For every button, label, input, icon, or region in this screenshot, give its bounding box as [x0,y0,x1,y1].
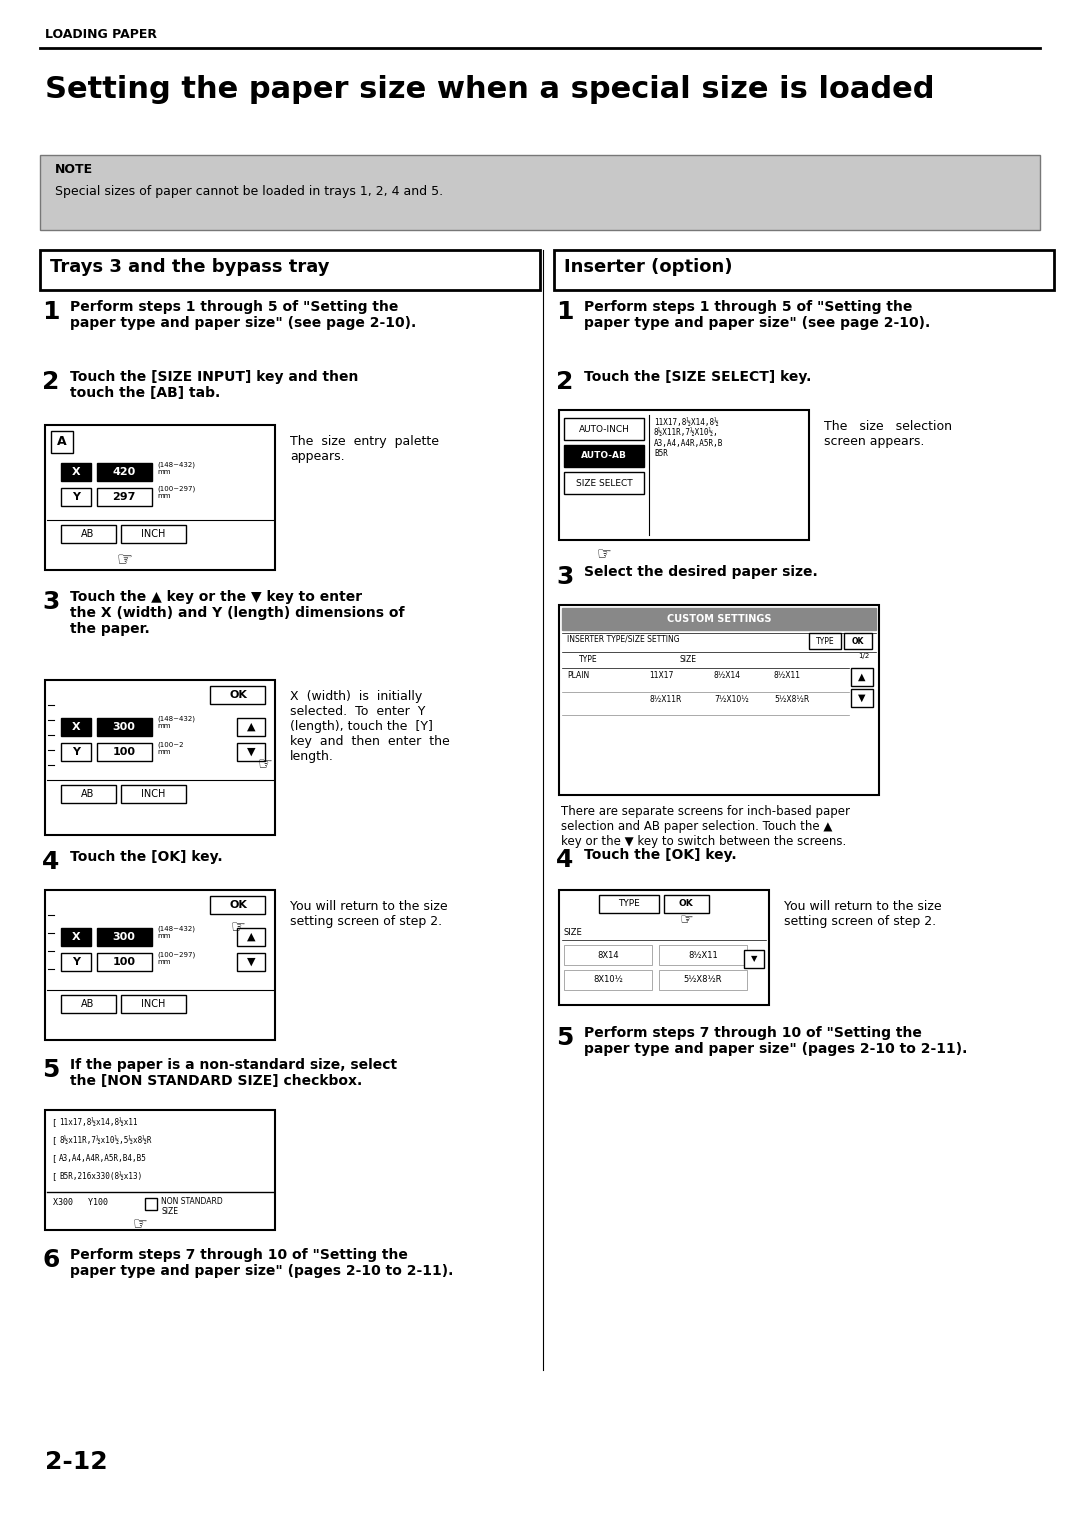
FancyBboxPatch shape [97,718,152,736]
FancyBboxPatch shape [237,927,265,946]
FancyBboxPatch shape [60,718,91,736]
Text: 8½X11: 8½X11 [774,671,801,680]
FancyBboxPatch shape [559,410,809,539]
Text: Touch the [SIZE SELECT] key.: Touch the [SIZE SELECT] key. [584,370,811,384]
Text: 5½X8½R: 5½X8½R [684,975,723,984]
Text: 8X10½: 8X10½ [593,975,623,984]
FancyBboxPatch shape [145,1198,157,1210]
FancyBboxPatch shape [659,970,747,990]
Text: 100: 100 [112,747,135,756]
Text: INCH: INCH [140,529,165,539]
Text: SIZE SELECT: SIZE SELECT [576,478,632,487]
Text: 300: 300 [112,932,135,941]
Text: 1: 1 [556,299,573,324]
FancyBboxPatch shape [210,895,265,914]
Text: X300   Y100: X300 Y100 [53,1198,108,1207]
FancyBboxPatch shape [744,950,764,969]
FancyBboxPatch shape [237,718,265,736]
Text: Touch the [SIZE INPUT] key and then
touch the [AB] tab.: Touch the [SIZE INPUT] key and then touc… [70,370,359,400]
FancyBboxPatch shape [809,633,841,649]
Text: 1/2: 1/2 [859,652,869,659]
FancyBboxPatch shape [97,463,152,481]
Text: NON STANDARD
SIZE: NON STANDARD SIZE [161,1196,222,1216]
Text: AUTO-AB: AUTO-AB [581,451,626,460]
Text: ▼: ▼ [859,694,866,703]
Text: 11X17: 11X17 [649,671,673,680]
Text: A: A [57,435,67,448]
Text: AB: AB [81,529,95,539]
Text: A3,A4,A4R,A5R,B4,B5: A3,A4,A4R,A5R,B4,B5 [59,1154,147,1163]
Text: AB: AB [81,788,95,799]
Text: Perform steps 1 through 5 of "Setting the
paper type and paper size" (see page 2: Perform steps 1 through 5 of "Setting th… [584,299,930,330]
FancyBboxPatch shape [851,668,873,686]
FancyBboxPatch shape [40,154,1040,231]
FancyBboxPatch shape [210,686,265,704]
FancyBboxPatch shape [40,251,540,290]
FancyBboxPatch shape [599,895,659,914]
FancyBboxPatch shape [51,431,73,452]
Text: SIZE: SIZE [679,656,696,665]
Text: 6: 6 [42,1248,59,1271]
FancyBboxPatch shape [60,526,116,542]
Text: ☞: ☞ [117,550,133,568]
Text: [: [ [51,1154,56,1163]
Text: 297: 297 [112,492,136,503]
FancyBboxPatch shape [121,785,186,804]
Text: 5½X8½R: 5½X8½R [774,695,809,704]
FancyBboxPatch shape [97,953,152,970]
Text: [: [ [51,1172,56,1181]
FancyBboxPatch shape [60,995,116,1013]
Text: (100~2
mm: (100~2 mm [157,741,184,755]
Text: 5: 5 [556,1025,573,1050]
Text: ☞: ☞ [133,1215,148,1233]
Text: OK: OK [229,900,247,911]
FancyBboxPatch shape [60,785,116,804]
Text: 1: 1 [42,299,59,324]
Text: 3: 3 [556,565,573,588]
Text: 2: 2 [556,370,573,394]
Text: [: [ [51,1135,56,1144]
Text: NOTE: NOTE [55,163,93,176]
FancyBboxPatch shape [97,743,152,761]
Text: (100~297)
mm: (100~297) mm [157,950,195,964]
Text: CUSTOM SETTINGS: CUSTOM SETTINGS [666,614,771,623]
Text: TYPE: TYPE [579,656,597,665]
FancyBboxPatch shape [60,927,91,946]
Text: (148~432)
mm: (148~432) mm [157,717,195,729]
FancyBboxPatch shape [554,251,1054,290]
Text: ▲: ▲ [246,932,255,941]
Text: (100~297)
mm: (100~297) mm [157,486,195,500]
Text: AUTO-INCH: AUTO-INCH [579,425,630,434]
FancyBboxPatch shape [60,487,91,506]
Text: OK: OK [678,900,693,909]
Text: (148~432)
mm: (148~432) mm [157,926,195,940]
FancyBboxPatch shape [45,425,275,570]
Text: INCH: INCH [140,999,165,1008]
FancyBboxPatch shape [60,953,91,970]
FancyBboxPatch shape [843,633,872,649]
FancyBboxPatch shape [237,953,265,970]
Text: ▼: ▼ [246,957,255,967]
FancyBboxPatch shape [564,472,644,494]
Text: 100: 100 [112,957,135,967]
Text: ▼: ▼ [246,747,255,756]
FancyBboxPatch shape [237,743,265,761]
Text: PLAIN: PLAIN [567,671,590,680]
Text: ☞: ☞ [679,912,692,927]
Text: If the paper is a non-standard size, select
the [NON STANDARD SIZE] checkbox.: If the paper is a non-standard size, sel… [70,1057,397,1088]
Text: Perform steps 7 through 10 of "Setting the
paper type and paper size" (pages 2-1: Perform steps 7 through 10 of "Setting t… [584,1025,968,1056]
Text: (148~432)
mm: (148~432) mm [157,461,195,475]
Text: 300: 300 [112,723,135,732]
FancyBboxPatch shape [564,445,644,468]
Text: Touch the [OK] key.: Touch the [OK] key. [70,850,222,863]
Text: 420: 420 [112,468,136,477]
FancyBboxPatch shape [97,927,152,946]
Text: Perform steps 1 through 5 of "Setting the
paper type and paper size" (see page 2: Perform steps 1 through 5 of "Setting th… [70,299,416,330]
Text: You will return to the size
setting screen of step 2.: You will return to the size setting scre… [784,900,942,927]
Text: [: [ [51,1118,56,1128]
Text: The   size   selection
screen appears.: The size selection screen appears. [824,420,951,448]
FancyBboxPatch shape [659,944,747,966]
Text: Y: Y [72,492,80,503]
Text: 8½X11: 8½X11 [688,950,718,960]
Text: 8X14: 8X14 [597,950,619,960]
